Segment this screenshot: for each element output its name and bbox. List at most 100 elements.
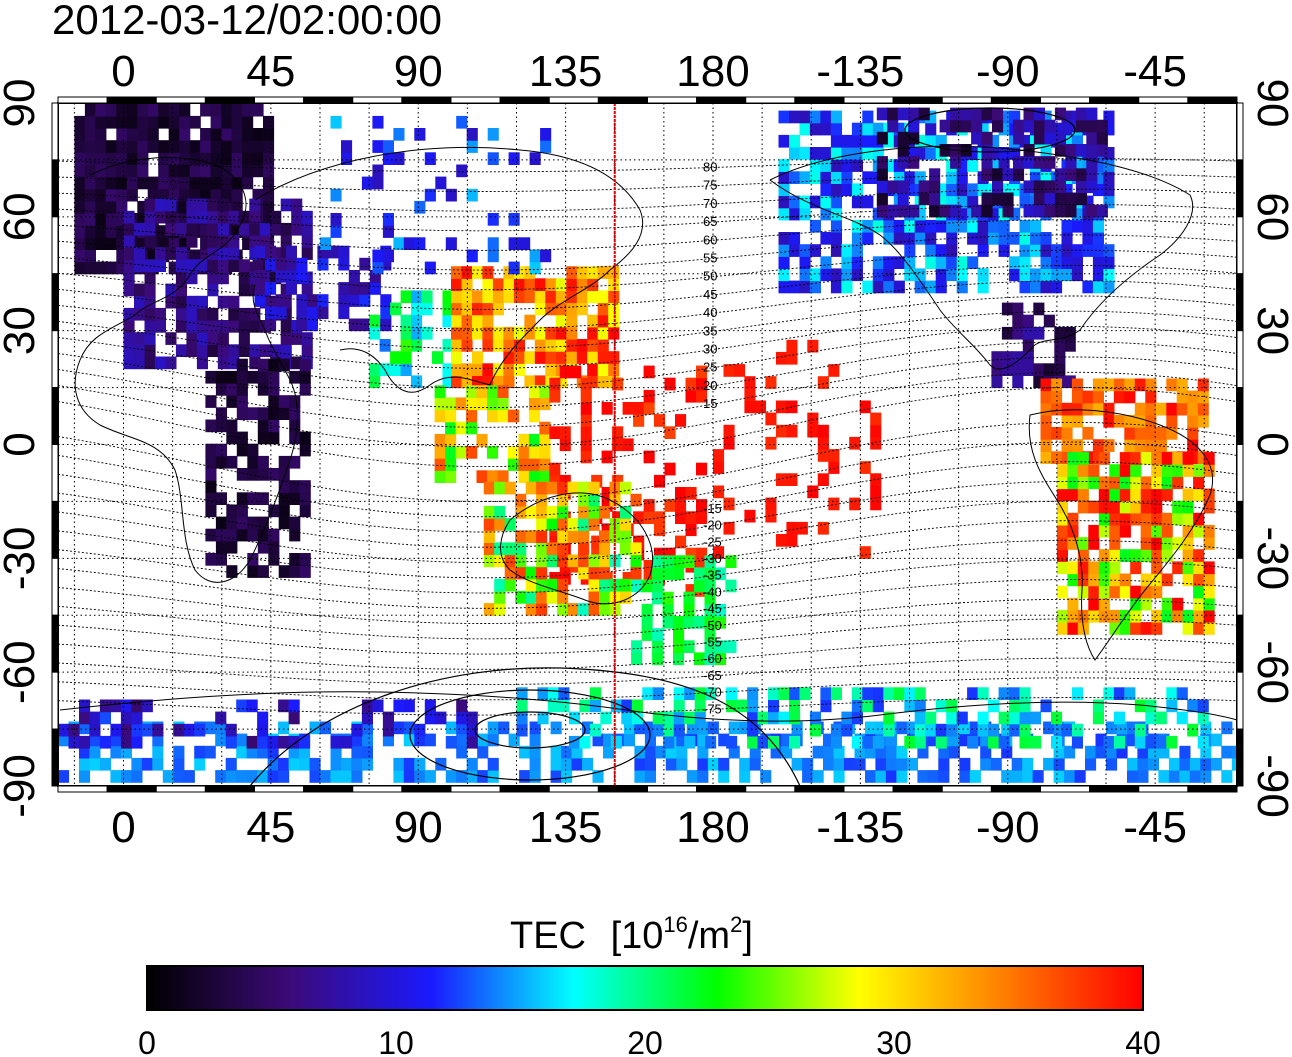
tec-cell — [557, 591, 569, 604]
tec-cell — [105, 237, 117, 250]
tec-cell — [862, 195, 874, 209]
tec-cell — [529, 261, 541, 275]
tec-cell — [925, 232, 937, 245]
tec-cell — [126, 140, 138, 153]
tec-cell — [504, 566, 516, 580]
tec-cell — [442, 302, 454, 316]
tec-cell — [713, 485, 725, 499]
tec-cell — [536, 481, 548, 495]
magnetic-latitude-contour — [58, 697, 1237, 716]
tec-cell — [597, 351, 609, 364]
tec-cell — [870, 436, 882, 450]
tec-cell — [278, 735, 290, 749]
tec-cell — [696, 389, 708, 403]
top-longitude-label: -45 — [1123, 47, 1187, 96]
tec-cell — [654, 414, 666, 427]
tec-cell — [567, 518, 579, 531]
tec-cell — [539, 433, 551, 447]
tec-cell — [550, 745, 562, 759]
tec-cell — [1197, 402, 1209, 416]
tec-cell — [566, 351, 578, 364]
tec-cell — [998, 110, 1010, 124]
frame-bar-bottom — [204, 785, 255, 793]
tec-cell — [123, 320, 135, 333]
frame-bar-top — [647, 96, 698, 104]
right-latitude-label: -90 — [1248, 754, 1292, 818]
tec-cell — [988, 232, 1000, 245]
tec-cell — [1203, 452, 1215, 465]
tec-cell — [807, 339, 819, 353]
tec-cell — [215, 721, 227, 735]
tec-cell — [268, 407, 280, 420]
tec-cell — [442, 375, 454, 389]
tec-cell — [1151, 561, 1163, 575]
tec-cell — [704, 567, 716, 581]
tec-cell — [84, 128, 96, 141]
tec-cell — [289, 565, 301, 578]
tec-cell — [1140, 500, 1152, 514]
tec-cell — [545, 278, 557, 291]
tec-cell — [158, 164, 170, 178]
tec-cell — [179, 140, 191, 153]
tec-cell — [862, 280, 874, 294]
tec-cell — [144, 271, 156, 285]
tec-cell — [567, 603, 579, 616]
tec-cell — [168, 188, 180, 202]
tec-cell — [807, 412, 819, 426]
tec-cell — [998, 711, 1010, 725]
tec-cell — [925, 134, 937, 148]
tec-cell — [828, 461, 840, 474]
tec-cell — [1193, 464, 1205, 477]
tec-cell — [207, 320, 219, 333]
tec-cell — [95, 261, 107, 275]
tec-cell — [981, 107, 993, 121]
tec-cell — [238, 320, 250, 333]
tec-cell — [1109, 609, 1121, 623]
tec-cell — [557, 542, 569, 556]
tec-cell — [580, 377, 592, 391]
colorbar: TEC [1016/m2] 0 10 20 30 40 — [138, 912, 1161, 1057]
tec-cell — [747, 711, 759, 725]
tec-cell — [1011, 770, 1023, 783]
tec-cell — [676, 757, 688, 771]
tec-cell — [807, 485, 819, 499]
tec-cell — [715, 640, 727, 653]
tec-cell — [434, 397, 446, 411]
tec-cell — [620, 481, 632, 495]
tec-cell — [215, 370, 227, 384]
tec-cell — [259, 222, 271, 236]
tec-cell — [186, 271, 198, 285]
tec-cell — [1161, 573, 1173, 587]
frame-bar-right — [1236, 273, 1244, 332]
tec-cell — [116, 237, 128, 250]
tec-cell — [599, 542, 611, 556]
tec-cell — [612, 511, 624, 524]
tec-cell — [1197, 711, 1209, 725]
tec-cell — [599, 566, 611, 580]
tec-cell — [330, 188, 342, 202]
tec-cell — [830, 171, 842, 184]
tec-cell — [421, 290, 433, 304]
tec-cell — [236, 383, 248, 396]
tec-cell — [725, 579, 737, 593]
tec-cell — [683, 591, 695, 605]
tec-cell — [231, 200, 243, 214]
tec-cell — [789, 687, 801, 700]
tec-cell — [998, 147, 1010, 160]
contour-label: 65 — [703, 214, 717, 229]
tec-cell — [147, 188, 159, 202]
tec-cell — [263, 176, 275, 190]
tec-cell — [361, 711, 373, 725]
tec-cell — [718, 757, 730, 771]
tec-cell — [1075, 144, 1087, 157]
tec-cell — [1086, 204, 1098, 218]
tec-cell — [472, 326, 484, 340]
tec-cell — [84, 115, 96, 129]
tec-cell — [487, 397, 499, 411]
tec-cell — [116, 128, 128, 141]
tec-cell — [904, 699, 916, 713]
tec-cell — [1193, 476, 1205, 490]
tec-cell — [580, 438, 592, 452]
tec-cell — [162, 770, 174, 783]
colorbar-tick-label: 20 — [627, 1025, 663, 1057]
